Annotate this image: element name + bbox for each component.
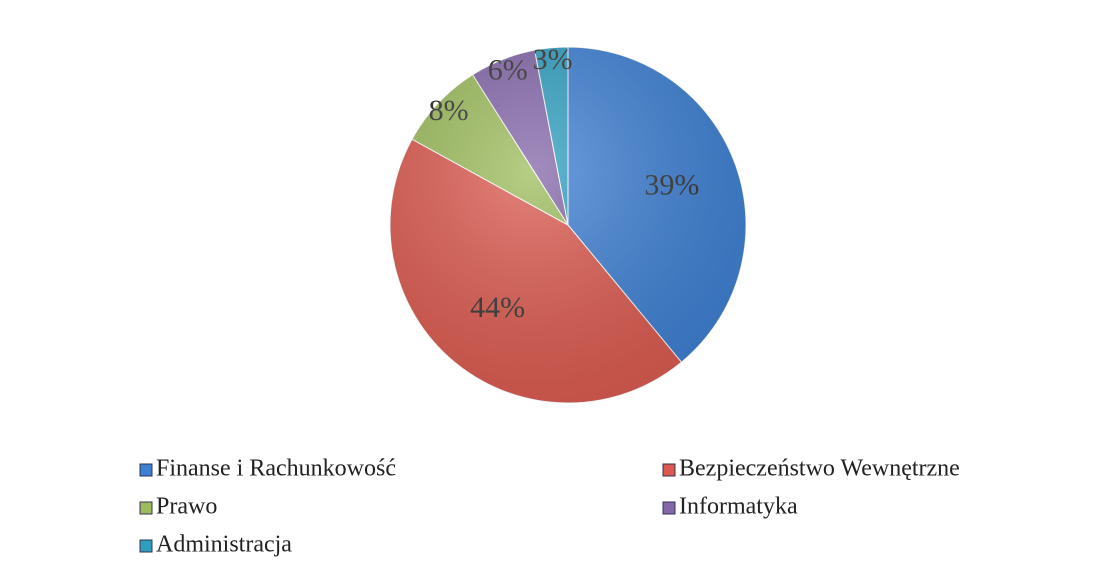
legend-swatch xyxy=(139,501,153,515)
data-label: 44% xyxy=(470,291,525,324)
legend-swatch xyxy=(139,463,153,477)
legend-label: Bezpieczeństwo Wewnętrzne xyxy=(679,456,960,482)
legend-label: Prawo xyxy=(156,494,217,520)
legend-swatch xyxy=(662,463,676,477)
legend-label: Administracja xyxy=(156,532,292,558)
legend-swatch xyxy=(139,539,153,553)
data-label: 6% xyxy=(488,54,528,87)
data-label: 8% xyxy=(429,94,469,127)
legend-label: Finanse i Rachunkowość xyxy=(156,456,396,482)
data-label: 39% xyxy=(644,169,699,202)
data-label: 3% xyxy=(533,43,573,76)
legend-swatch xyxy=(662,501,676,515)
legend-label: Informatyka xyxy=(679,494,798,520)
